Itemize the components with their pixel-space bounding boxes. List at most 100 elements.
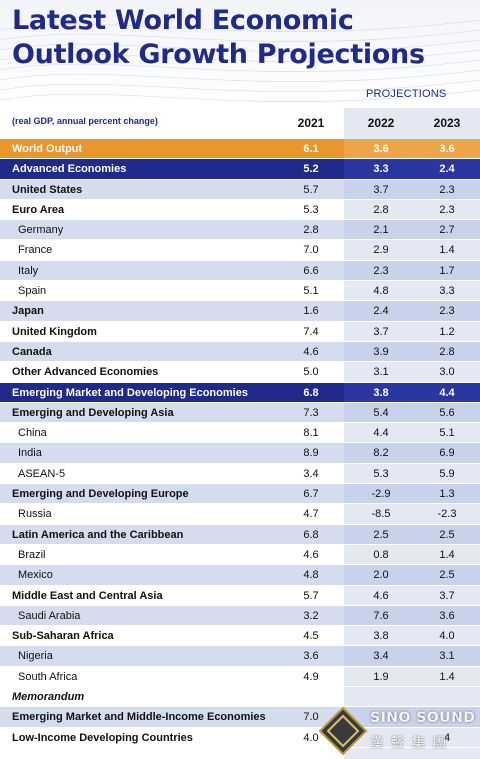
title-line-2: Outlook Growth Projections [12, 39, 425, 70]
value-2022: -2.9 [371, 488, 391, 501]
table-row: Italy 6.6 2.3 1.7 [0, 260, 480, 282]
value-2022: 0.8 [373, 548, 389, 561]
value-2023: 3.3 [439, 285, 455, 298]
table-row: United Kingdom 7.4 3.7 1.2 [0, 321, 480, 342]
value-2022: 4.8 [373, 285, 389, 298]
value-2021: 4.0 [303, 731, 319, 744]
row-label: France [18, 244, 53, 257]
value-2021: 4.6 [303, 345, 319, 358]
row-label: Spain [18, 285, 47, 298]
value-2023: 1.2 [439, 325, 455, 338]
value-2023: 2.3 [439, 183, 455, 196]
value-2023: 1.4 [439, 244, 455, 257]
table-row: Germany 2.8 2.1 2.7 [0, 220, 480, 241]
projection-cell-bg [344, 463, 480, 484]
value-2023: 5.1 [439, 427, 455, 440]
projection-cell-bg [344, 301, 480, 321]
value-2023: 2.7 [439, 224, 455, 237]
row-label: Emerging and Developing Asia [12, 406, 174, 419]
value-2022: 1.9 [373, 670, 389, 683]
projection-cell-bg [344, 727, 480, 747]
projection-cell-bg [344, 220, 480, 240]
value-2023: 3.6 [439, 609, 455, 622]
table-row: Emerging Market and Middle-Income Econom… [0, 707, 480, 728]
projection-cell-bg [344, 524, 480, 544]
table-row: Saudi Arabia 3.2 7.6 3.6 [0, 605, 480, 627]
watermark-chinese: 漢聲集團 [370, 736, 455, 751]
value-2022: 7.6 [373, 609, 389, 622]
projection-cell-bg [344, 199, 480, 220]
row-label: Germany [18, 224, 64, 237]
projection-cell-bg [344, 585, 480, 605]
projection-cell-bg [344, 139, 480, 159]
value-2022: 2.4 [373, 305, 389, 318]
value-2023: 4 [443, 731, 451, 744]
value-2022: 3.1 [373, 366, 389, 379]
projection-cell-bg [344, 646, 480, 666]
projection-cell-bg [344, 402, 480, 423]
value-2021: 4.9 [303, 670, 319, 683]
projections-label: PROJECTIONS [366, 88, 447, 100]
projection-cell-bg [344, 321, 480, 341]
value-2021: 6.8 [303, 386, 319, 399]
value-2021: 6.7 [303, 488, 319, 501]
row-label: Other Advanced Economies [12, 366, 159, 379]
value-2021: 5.2 [303, 163, 319, 176]
diamond-logo-icon [318, 706, 368, 756]
projection-cell-bg [344, 362, 480, 382]
value-2023: 4.0 [439, 630, 455, 643]
row-label: Latin America and the Caribbean [12, 528, 184, 541]
row-label: United Kingdom [12, 325, 97, 338]
value-2021: 8.1 [303, 427, 319, 440]
value-2022: 3.8 [373, 386, 389, 399]
value-2023: 5.6 [439, 406, 455, 419]
value-2021: 5.0 [303, 366, 319, 379]
row-label: Advanced Economies [12, 163, 127, 176]
value-2022: 5.3 [373, 467, 389, 480]
table-row: Spain 5.1 4.8 3.3 [0, 281, 480, 302]
value-2021: 3.2 [303, 609, 319, 622]
row-label: Emerging Market and Developing Economies [12, 386, 248, 399]
row-label: India [18, 447, 42, 460]
projection-cell-bg [344, 707, 480, 727]
value-2021: 4.8 [303, 569, 319, 582]
table-row: United States 5.7 3.7 2.3 [0, 179, 480, 200]
projection-cell-bg [344, 159, 480, 179]
value-2021: 6.8 [303, 528, 319, 541]
value-2021: 5.7 [303, 589, 319, 602]
table-row: Russia 4.7 -8.5 -2.3 [0, 504, 480, 525]
value-2022: 3.4 [373, 650, 389, 663]
table-row: Advanced Economies 5.2 3.3 2.4 [0, 159, 480, 180]
value-2022: 8.2 [373, 447, 389, 460]
projection-cell-bg [344, 179, 480, 199]
projection-cell-bg [344, 260, 480, 281]
value-2021: 4.6 [303, 548, 319, 561]
value-2021: 7.0 [303, 244, 319, 257]
value-2021: 7.0 [303, 711, 319, 724]
table-row: Brazil 4.6 0.8 1.4 [0, 544, 480, 566]
projection-cell-bg [344, 504, 480, 524]
value-2021: 2.8 [303, 224, 319, 237]
table-subtitle: (real GDP, annual percent change) [12, 116, 158, 126]
title-line-1: Latest World Economic [12, 5, 354, 36]
row-label: ASEAN-5 [18, 467, 66, 480]
value-2022: 3.7 [373, 183, 389, 196]
value-2021: 7.4 [303, 325, 319, 338]
table-row: World Output 6.1 3.6 3.6 [0, 139, 480, 160]
header-banner: Latest World Economic Outlook Growth Pro… [0, 0, 480, 108]
value-2021: 3.6 [303, 650, 319, 663]
value-2021: 6.6 [303, 264, 319, 277]
value-2023: 1.7 [439, 264, 455, 277]
value-2023: 2.5 [439, 569, 455, 582]
value-2023: 2.5 [439, 528, 455, 541]
value-2023: 1.4 [439, 670, 455, 683]
value-2021: 4.7 [303, 508, 319, 521]
projection-cell-bg [344, 382, 480, 402]
row-label: Nigeria [18, 650, 53, 663]
projection-cell-bg [344, 341, 480, 362]
value-2023: 1.3 [439, 488, 455, 501]
value-2023: 6.9 [439, 447, 455, 460]
value-2021: 1.6 [303, 305, 319, 318]
value-2022: 2.5 [373, 528, 389, 541]
value-2023: 3.1 [439, 650, 455, 663]
